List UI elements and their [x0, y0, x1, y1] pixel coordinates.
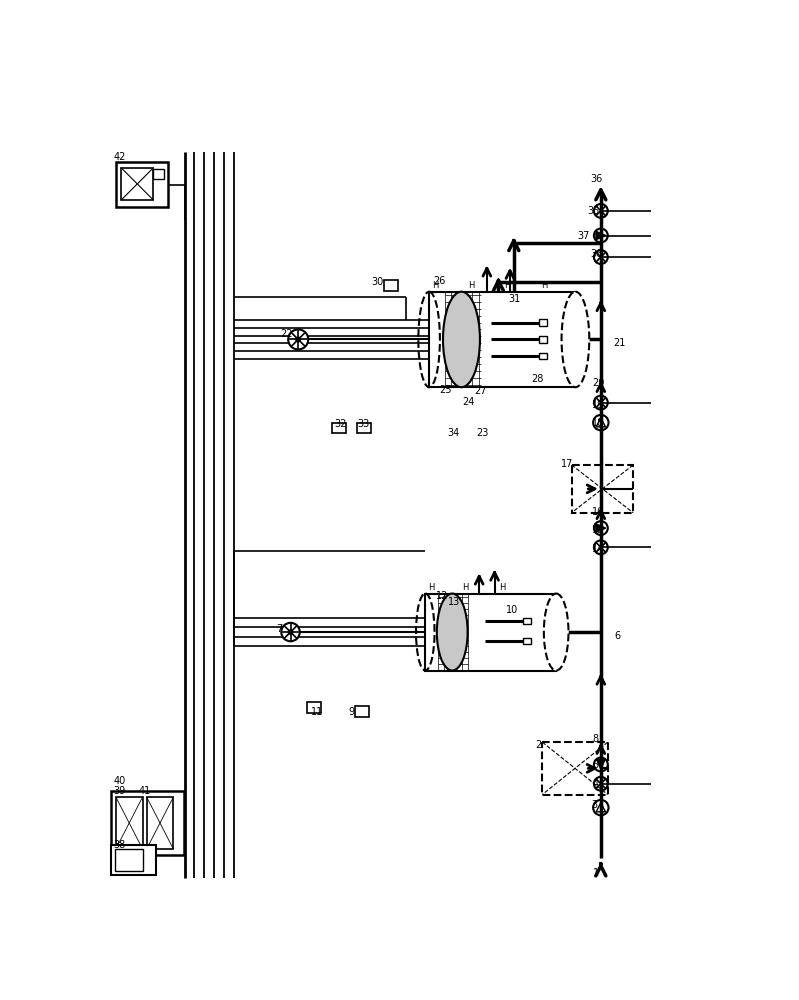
- Text: H: H: [462, 583, 468, 592]
- Text: 27: 27: [475, 386, 487, 396]
- Circle shape: [296, 337, 300, 342]
- Text: 34: 34: [447, 428, 459, 438]
- Text: 36: 36: [590, 249, 602, 259]
- Text: 19: 19: [592, 400, 605, 410]
- Text: 4: 4: [592, 779, 598, 789]
- Bar: [153, 169, 165, 179]
- Text: 3: 3: [591, 800, 598, 810]
- Bar: [384, 280, 398, 291]
- Bar: [429, 292, 575, 387]
- Text: 24: 24: [463, 397, 475, 407]
- Bar: [121, 168, 153, 200]
- Text: 26: 26: [433, 276, 445, 286]
- Text: 12: 12: [436, 591, 448, 601]
- Bar: [543, 742, 608, 795]
- Bar: [523, 618, 531, 624]
- Text: 36: 36: [590, 174, 602, 184]
- Text: 40: 40: [113, 776, 125, 786]
- Text: 8: 8: [592, 734, 598, 744]
- Polygon shape: [597, 760, 605, 769]
- Bar: [523, 638, 531, 644]
- Bar: [425, 594, 556, 671]
- Text: H: H: [428, 583, 435, 592]
- Text: 1: 1: [593, 868, 599, 878]
- Circle shape: [288, 329, 308, 349]
- Bar: [539, 319, 547, 326]
- Text: 15: 15: [592, 525, 605, 535]
- Text: H: H: [542, 281, 548, 290]
- Text: H: H: [499, 583, 506, 592]
- Text: 42: 42: [113, 152, 125, 162]
- Text: 37: 37: [578, 231, 590, 241]
- Bar: [111, 791, 185, 855]
- Bar: [332, 423, 346, 433]
- Ellipse shape: [443, 292, 480, 387]
- Text: 32: 32: [335, 419, 347, 429]
- Text: 23: 23: [476, 428, 488, 438]
- Text: 10: 10: [506, 605, 519, 615]
- Text: 38: 38: [113, 840, 125, 850]
- Text: 11: 11: [312, 707, 324, 717]
- Text: 25: 25: [439, 385, 451, 395]
- Text: 31: 31: [508, 294, 521, 304]
- Text: 30: 30: [372, 277, 384, 287]
- Bar: [146, 797, 173, 849]
- Bar: [539, 353, 547, 359]
- Text: 39: 39: [113, 786, 125, 796]
- Bar: [539, 336, 547, 343]
- Text: 16: 16: [592, 507, 605, 517]
- Polygon shape: [596, 231, 606, 240]
- Text: 17: 17: [561, 459, 573, 469]
- Bar: [116, 162, 168, 207]
- Text: 5: 5: [592, 760, 598, 770]
- Text: 6: 6: [614, 631, 620, 641]
- Bar: [356, 423, 371, 433]
- Text: 2: 2: [535, 740, 542, 750]
- Text: 35: 35: [587, 206, 599, 216]
- Ellipse shape: [562, 292, 590, 387]
- Text: 14: 14: [592, 544, 605, 554]
- Ellipse shape: [437, 594, 467, 671]
- Text: 18: 18: [592, 418, 605, 428]
- Bar: [571, 465, 633, 513]
- Text: 7: 7: [276, 624, 283, 634]
- Circle shape: [288, 630, 292, 634]
- Text: 33: 33: [357, 419, 370, 429]
- Bar: [356, 706, 369, 717]
- Polygon shape: [596, 524, 606, 532]
- Text: H: H: [468, 281, 475, 290]
- Ellipse shape: [544, 594, 569, 671]
- Circle shape: [281, 623, 300, 641]
- Bar: [307, 702, 320, 713]
- Text: 28: 28: [531, 374, 544, 384]
- Text: 9: 9: [348, 707, 355, 717]
- Text: 13: 13: [448, 597, 460, 607]
- Text: 20: 20: [592, 378, 605, 388]
- Bar: [115, 849, 143, 871]
- Text: 22: 22: [280, 329, 293, 339]
- Bar: [111, 845, 156, 875]
- Text: 21: 21: [613, 338, 626, 348]
- Text: H: H: [432, 281, 439, 290]
- Bar: [116, 797, 143, 849]
- Text: 41: 41: [139, 786, 151, 796]
- Text: H: H: [504, 281, 511, 290]
